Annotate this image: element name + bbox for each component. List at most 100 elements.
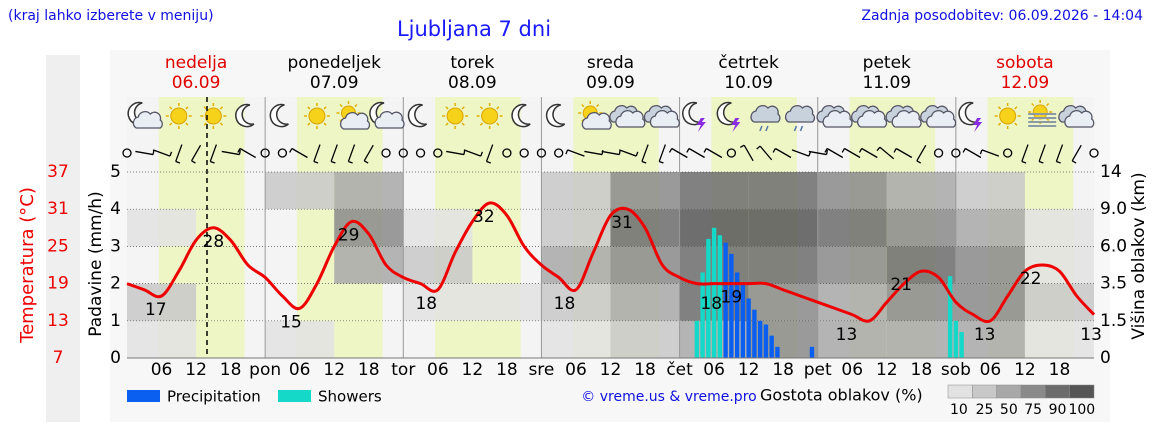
cloud-cell xyxy=(1024,320,1094,358)
wind-shaft xyxy=(688,147,705,159)
wind-calm xyxy=(1089,148,1099,158)
y-tick-label: 4 xyxy=(110,199,121,219)
cloud-height-tick-label: 6.0 xyxy=(1100,236,1127,256)
sun xyxy=(1032,104,1048,120)
precipitation-bar xyxy=(769,335,774,358)
updated: Zadnja posodobitev: 06.09.2026 - 14:04 xyxy=(861,8,1143,24)
wind-feather xyxy=(772,148,776,153)
sun-ray xyxy=(1014,122,1018,126)
sun xyxy=(204,107,222,125)
cloud-legend-label: 10 xyxy=(950,402,968,418)
wind-shaft xyxy=(239,147,256,159)
sun-ray xyxy=(496,106,500,110)
wind-shaft xyxy=(567,149,585,157)
sun-ray xyxy=(479,122,484,126)
wind-calm xyxy=(554,148,564,158)
rain-drops xyxy=(759,125,769,132)
precipitation-bar xyxy=(723,242,728,358)
wind-shaft xyxy=(1055,144,1064,162)
x-tick-label: sre xyxy=(528,360,554,380)
precipitation-bars xyxy=(694,227,964,358)
precipitation-bar xyxy=(757,320,763,358)
wind-barb xyxy=(1071,144,1082,164)
sun-ray xyxy=(445,106,449,110)
wind-feather xyxy=(152,150,155,155)
precipitation-bar xyxy=(706,238,711,358)
wind-shaft xyxy=(1021,144,1029,162)
wind-feather xyxy=(668,148,673,153)
x-tick-label: 12 xyxy=(738,360,760,380)
moon xyxy=(682,101,702,126)
precipitation-bar xyxy=(947,276,953,358)
weather-icon xyxy=(303,103,330,129)
wind-shaft xyxy=(209,144,218,162)
wind-shaft xyxy=(641,144,649,162)
wind-feather xyxy=(635,151,639,157)
wind-feather xyxy=(191,160,196,164)
x-tick-label: 18 xyxy=(634,360,656,380)
wind-feather xyxy=(363,160,369,164)
cloud-cell xyxy=(955,209,1025,247)
wind-feather xyxy=(169,151,173,157)
wind-calm xyxy=(122,148,132,158)
day-name: ponedeljek xyxy=(287,53,381,73)
wind-calm xyxy=(933,148,944,158)
weather-icon xyxy=(578,101,612,130)
chart-title: Ljubljana 7 dni xyxy=(397,17,551,41)
precipitation-bar xyxy=(959,331,964,358)
x-tick-label: 06 xyxy=(427,360,449,380)
cloud-cell xyxy=(679,172,749,210)
sun-ray xyxy=(307,122,311,126)
temperature-label: 18 xyxy=(415,294,437,314)
temperature-strip xyxy=(46,55,80,422)
precipitation-bar xyxy=(700,272,705,358)
temperature-tick-label: 37 xyxy=(47,162,69,182)
wind-calm xyxy=(951,148,961,158)
wind-barb xyxy=(330,144,338,164)
sun-ray xyxy=(461,106,465,110)
sun-ray xyxy=(1014,106,1018,110)
moon xyxy=(269,103,289,128)
sun xyxy=(308,107,326,125)
cloud-cell xyxy=(748,246,818,284)
legend-label: Precipitation xyxy=(167,388,261,406)
precipitation-bar xyxy=(953,320,959,358)
cloud-cell xyxy=(610,283,680,321)
cloud-cell xyxy=(748,209,818,247)
wind-feather xyxy=(641,160,647,164)
wind-barb xyxy=(876,146,895,160)
cloud-cell xyxy=(886,320,956,358)
temperature-label: 32 xyxy=(473,207,495,227)
cloud-cell xyxy=(610,246,680,284)
wind-shaft xyxy=(1071,144,1082,162)
x-tick-label: 06 xyxy=(289,360,311,380)
cloud-cell xyxy=(403,246,473,284)
wind-shaft xyxy=(313,144,321,162)
wind-calm xyxy=(726,148,737,158)
wind-barb xyxy=(135,150,155,156)
x-tick-label: 18 xyxy=(496,360,518,380)
cloud-legend-label: 50 xyxy=(1000,402,1018,418)
day-date: 07.09 xyxy=(310,73,359,93)
wind-shaft xyxy=(175,144,183,162)
wind-calm xyxy=(519,148,529,158)
wind-feather xyxy=(916,160,922,164)
wind-feather xyxy=(313,160,319,164)
temperature-label: 31 xyxy=(611,213,633,233)
cloud-cell xyxy=(265,320,335,358)
precipitation-bar xyxy=(752,309,757,358)
cloud-cell xyxy=(334,246,404,284)
wind-barb xyxy=(962,147,982,159)
wind-feather xyxy=(463,150,466,155)
day-name: sobota xyxy=(996,53,1054,73)
sun xyxy=(446,107,464,125)
cloud-cell xyxy=(817,172,887,210)
sun-ray xyxy=(219,122,224,126)
wind-feather xyxy=(686,148,690,153)
x-tick-label: tor xyxy=(391,360,415,380)
wind-calm xyxy=(398,148,408,158)
lightning xyxy=(696,118,706,132)
temperature-tick-label: 25 xyxy=(47,236,69,256)
wind-barb xyxy=(221,150,241,156)
cloud-cell xyxy=(127,283,197,321)
